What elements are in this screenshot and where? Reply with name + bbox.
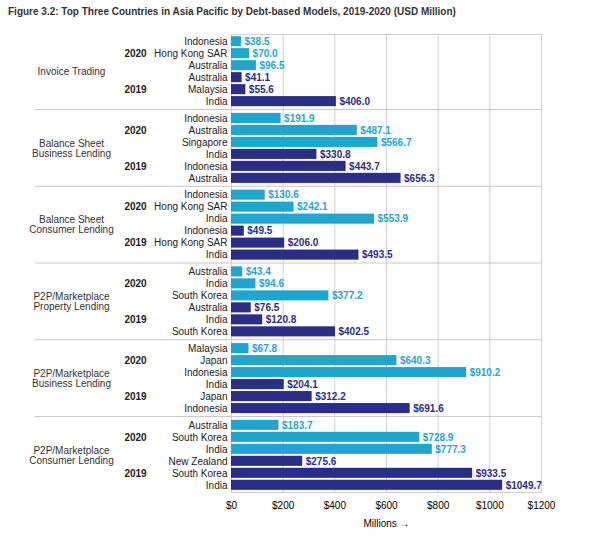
- svg-text:$566.7: $566.7: [381, 137, 412, 148]
- svg-text:2020: 2020: [124, 125, 147, 136]
- svg-text:Balance SheetBusiness Lending: Balance SheetBusiness Lending: [32, 138, 111, 159]
- svg-text:South Korea: South Korea: [172, 432, 228, 443]
- svg-text:Indonesia: Indonesia: [184, 189, 228, 200]
- svg-text:$204.1: $204.1: [287, 379, 318, 390]
- svg-text:$1200: $1200: [528, 500, 556, 511]
- svg-text:2019: 2019: [124, 237, 147, 248]
- svg-text:$487.1: $487.1: [360, 125, 391, 136]
- svg-text:South Korea: South Korea: [172, 290, 228, 301]
- svg-text:$41.1: $41.1: [245, 72, 270, 83]
- svg-text:$0: $0: [226, 500, 238, 511]
- svg-text:$443.7: $443.7: [349, 161, 380, 172]
- svg-text:Singapore: Singapore: [182, 137, 228, 148]
- svg-text:P2P/MarketplaceConsumer Lendin: P2P/MarketplaceConsumer Lending: [29, 445, 114, 466]
- svg-text:P2P/MarketplaceBusiness Lendin: P2P/MarketplaceBusiness Lending: [32, 368, 111, 389]
- svg-text:India: India: [206, 278, 228, 289]
- svg-text:2019: 2019: [124, 391, 147, 402]
- svg-text:$640.3: $640.3: [400, 355, 431, 366]
- svg-text:$130.6: $130.6: [268, 189, 299, 200]
- svg-text:India: India: [206, 249, 228, 260]
- svg-text:Australia: Australia: [189, 72, 228, 83]
- svg-text:$402.5: $402.5: [338, 326, 369, 337]
- svg-text:2019: 2019: [124, 314, 147, 325]
- svg-text:2020: 2020: [124, 48, 147, 59]
- svg-text:$656.3: $656.3: [404, 173, 435, 184]
- svg-text:Australia: Australia: [189, 302, 228, 313]
- svg-text:$330.8: $330.8: [320, 149, 351, 160]
- svg-text:$120.8: $120.8: [266, 314, 297, 325]
- svg-text:$70.0: $70.0: [253, 48, 278, 59]
- svg-text:2019: 2019: [124, 468, 147, 479]
- svg-text:Hong Kong SAR: Hong Kong SAR: [154, 237, 227, 248]
- svg-text:$275.6: $275.6: [306, 456, 337, 467]
- svg-text:$38.5: $38.5: [244, 36, 269, 47]
- svg-text:$67.8: $67.8: [252, 343, 277, 354]
- svg-text:Indonesia: Indonesia: [184, 113, 228, 124]
- svg-text:$183.7: $183.7: [282, 420, 313, 431]
- svg-text:2020: 2020: [124, 201, 147, 212]
- svg-text:2019: 2019: [124, 161, 147, 172]
- svg-text:South Korea: South Korea: [172, 326, 228, 337]
- svg-text:Hong Kong SAR: Hong Kong SAR: [154, 201, 227, 212]
- svg-text:$242.1: $242.1: [297, 201, 328, 212]
- svg-text:$777.3: $777.3: [435, 444, 466, 455]
- svg-text:$49.5: $49.5: [247, 225, 272, 236]
- svg-text:India: India: [206, 480, 228, 491]
- svg-text:Balance SheetConsumer Lending: Balance SheetConsumer Lending: [29, 214, 114, 235]
- svg-text:$55.6: $55.6: [249, 84, 274, 95]
- svg-text:South Korea: South Korea: [172, 468, 228, 479]
- svg-text:India: India: [206, 213, 228, 224]
- svg-text:Invoice Trading: Invoice Trading: [38, 66, 106, 77]
- svg-text:2019: 2019: [124, 84, 147, 95]
- svg-text:$400: $400: [324, 500, 347, 511]
- svg-text:Indonesia: Indonesia: [184, 36, 228, 47]
- svg-text:Australia: Australia: [189, 173, 228, 184]
- svg-text:$728.9: $728.9: [423, 432, 454, 443]
- svg-text:Malaysia: Malaysia: [188, 84, 228, 95]
- svg-text:India: India: [206, 379, 228, 390]
- svg-text:$493.5: $493.5: [362, 249, 393, 260]
- svg-text:Australia: Australia: [189, 266, 228, 277]
- svg-text:$94.6: $94.6: [259, 278, 284, 289]
- svg-text:Millions →: Millions →: [363, 518, 409, 529]
- svg-text:Australia: Australia: [189, 60, 228, 71]
- svg-text:2020: 2020: [124, 355, 147, 366]
- svg-text:$910.2: $910.2: [470, 367, 501, 378]
- svg-text:Australia: Australia: [189, 420, 228, 431]
- svg-text:Australia: Australia: [189, 125, 228, 136]
- svg-text:$43.4: $43.4: [246, 266, 271, 277]
- svg-text:$96.5: $96.5: [259, 60, 284, 71]
- svg-text:$1000: $1000: [476, 500, 504, 511]
- svg-text:Hong Kong SAR: Hong Kong SAR: [154, 48, 227, 59]
- svg-text:$600: $600: [375, 500, 398, 511]
- svg-text:P2P/MarketplaceProperty Lendin: P2P/MarketplaceProperty Lending: [33, 291, 110, 312]
- svg-text:2020: 2020: [124, 432, 147, 443]
- svg-text:India: India: [206, 444, 228, 455]
- svg-text:$200: $200: [272, 500, 295, 511]
- svg-text:$406.0: $406.0: [339, 96, 370, 107]
- svg-text:$933.5: $933.5: [476, 468, 507, 479]
- svg-text:$191.9: $191.9: [284, 113, 315, 124]
- svg-text:India: India: [206, 96, 228, 107]
- svg-text:$691.6: $691.6: [413, 403, 444, 414]
- svg-text:Japan: Japan: [200, 391, 227, 402]
- svg-text:New Zealand: New Zealand: [169, 456, 228, 467]
- svg-text:$800: $800: [427, 500, 450, 511]
- svg-text:$553.9: $553.9: [378, 213, 409, 224]
- svg-text:Indonesia: Indonesia: [184, 367, 228, 378]
- html-text:Figure 3.2: Top Three Countrie: Figure 3.2: Top Three Countries in Asia …: [8, 6, 456, 17]
- svg-text:$377.2: $377.2: [332, 290, 363, 301]
- svg-text:Japan: Japan: [200, 355, 227, 366]
- svg-text:$1049.7: $1049.7: [506, 480, 543, 491]
- svg-text:Indonesia: Indonesia: [184, 225, 228, 236]
- svg-text:2020: 2020: [124, 278, 147, 289]
- svg-text:$312.2: $312.2: [315, 391, 346, 402]
- svg-text:Indonesia: Indonesia: [184, 161, 228, 172]
- svg-text:India: India: [206, 314, 228, 325]
- svg-text:India: India: [206, 149, 228, 160]
- svg-text:Indonesia: Indonesia: [184, 403, 228, 414]
- svg-text:Malaysia: Malaysia: [188, 343, 228, 354]
- svg-text:$76.5: $76.5: [254, 302, 279, 313]
- svg-text:$206.0: $206.0: [288, 237, 319, 248]
